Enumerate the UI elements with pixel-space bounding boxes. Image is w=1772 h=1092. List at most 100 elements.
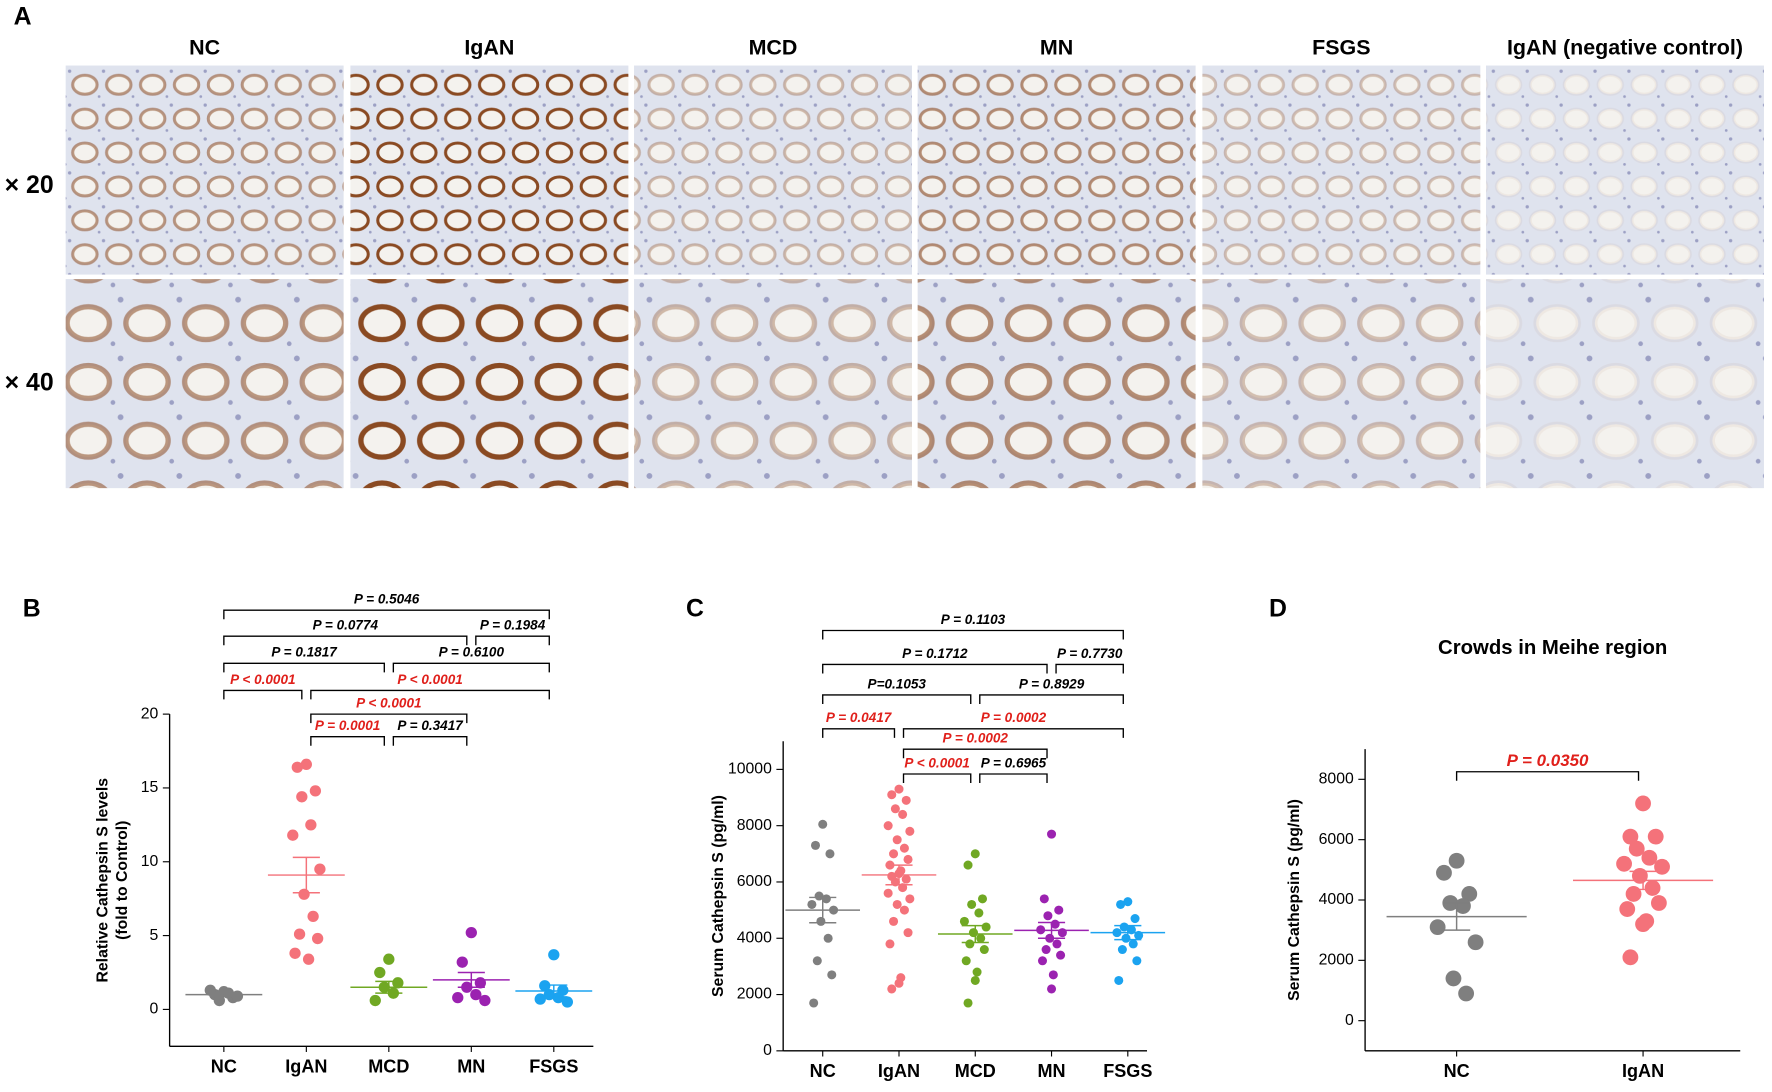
data-point: [1461, 886, 1478, 902]
micrograph: [634, 279, 912, 489]
panel-label: A: [14, 4, 32, 31]
data-point: [892, 835, 902, 845]
p-value-label: P = 0.3417: [397, 718, 464, 733]
y-tick-label: 2000: [737, 986, 772, 1003]
x-tick-label: NC: [1444, 1061, 1470, 1081]
data-point: [963, 860, 973, 870]
x-tick-label: MN: [457, 1057, 485, 1077]
data-point: [1619, 901, 1636, 917]
significance-bracket: [902, 773, 972, 784]
data-point: [1647, 828, 1664, 845]
y-axis-label: Relative Cathepsin S levels: [95, 778, 112, 983]
y-axis-label: Serum Cathepsin S (pg/ml): [710, 795, 727, 997]
sem-bar: [375, 980, 403, 994]
data-point: [1458, 985, 1475, 1002]
y-tick-label: 6000: [737, 873, 772, 890]
p-value-label: P < 0.0001: [397, 672, 462, 687]
y-tick-label: 6000: [1319, 831, 1354, 848]
data-point: [1628, 840, 1645, 857]
data-point: [905, 826, 915, 836]
data-point: [883, 888, 893, 898]
data-point: [1616, 855, 1632, 872]
data-point: [1429, 919, 1446, 936]
data-point: [479, 994, 491, 1007]
data-point: [1654, 858, 1670, 875]
significance-bracket: [475, 635, 550, 646]
sem-bar: [540, 984, 568, 998]
x-tick-label: MN: [1037, 1061, 1065, 1081]
x-tick-label: MCD: [368, 1057, 409, 1077]
data-point: [552, 991, 564, 1004]
row-label: × 20: [5, 172, 54, 199]
significance-bracket: [392, 736, 468, 746]
data-point: [1054, 905, 1064, 915]
data-point: [1635, 795, 1651, 812]
data-point: [296, 791, 308, 803]
sem-bar: [1443, 902, 1471, 931]
micrograph: [917, 279, 1196, 489]
column-header: IgAN: [464, 35, 514, 59]
sem-bar: [457, 971, 485, 988]
y-tick-label: 4000: [737, 929, 772, 946]
data-point: [369, 994, 381, 1007]
chart-title: Crowds in Meihe region: [1438, 637, 1667, 659]
data-point: [899, 843, 909, 853]
p-value-label: P = 0.0002: [981, 710, 1047, 725]
data-point: [889, 849, 899, 859]
data-point: [885, 939, 895, 949]
significance-bracket: [822, 629, 1124, 640]
data-point: [970, 975, 980, 985]
p-value-label: P = 0.7730: [1057, 646, 1123, 661]
data-point: [1128, 939, 1138, 949]
data-point: [810, 840, 821, 850]
data-point: [887, 984, 897, 994]
significance-bracket: [223, 609, 550, 620]
p-value-label: P = 0.1817: [271, 645, 338, 660]
sem-bar: [1629, 870, 1657, 891]
data-point: [300, 758, 312, 770]
p-value-label: P = 0.1712: [902, 646, 968, 661]
data-point: [374, 966, 386, 979]
data-point: [1037, 956, 1048, 966]
p-value-label: P = 0.8929: [1019, 676, 1085, 691]
data-point: [1121, 933, 1131, 943]
sem-bar: [961, 924, 989, 944]
data-point: [470, 988, 482, 1001]
micrograph: [65, 65, 344, 275]
data-point: [1641, 849, 1658, 866]
data-point: [1622, 828, 1639, 845]
column-header: MCD: [749, 35, 798, 59]
data-point: [968, 928, 978, 938]
data-point: [1448, 852, 1465, 869]
data-point: [539, 980, 551, 992]
x-tick-label: NC: [810, 1061, 836, 1081]
data-point: [889, 916, 899, 926]
data-point: [959, 916, 969, 926]
data-point: [1047, 829, 1057, 839]
sem-bar: [210, 992, 238, 997]
data-point: [1467, 934, 1484, 951]
micrograph: [65, 279, 344, 489]
data-point: [293, 928, 306, 940]
data-point: [561, 996, 574, 1008]
data-point: [1048, 970, 1058, 980]
data-point: [970, 849, 980, 859]
data-point: [807, 899, 817, 910]
column-header: IgAN (negative control): [1507, 35, 1743, 59]
data-point: [823, 933, 833, 943]
x-tick-label: IgAN: [285, 1057, 327, 1077]
significance-bracket: [392, 662, 550, 673]
data-point: [1039, 894, 1049, 904]
data-point: [1052, 939, 1062, 949]
data-point: [821, 894, 831, 904]
data-point: [977, 894, 988, 904]
data-point: [1625, 886, 1642, 902]
data-point: [818, 819, 828, 829]
sem-bar: [885, 864, 913, 886]
data-point: [1644, 880, 1661, 896]
significance-bracket: [979, 773, 1048, 784]
panel-label: B: [23, 596, 41, 623]
data-point: [1455, 898, 1471, 914]
data-point: [827, 970, 837, 980]
data-point: [383, 953, 395, 965]
